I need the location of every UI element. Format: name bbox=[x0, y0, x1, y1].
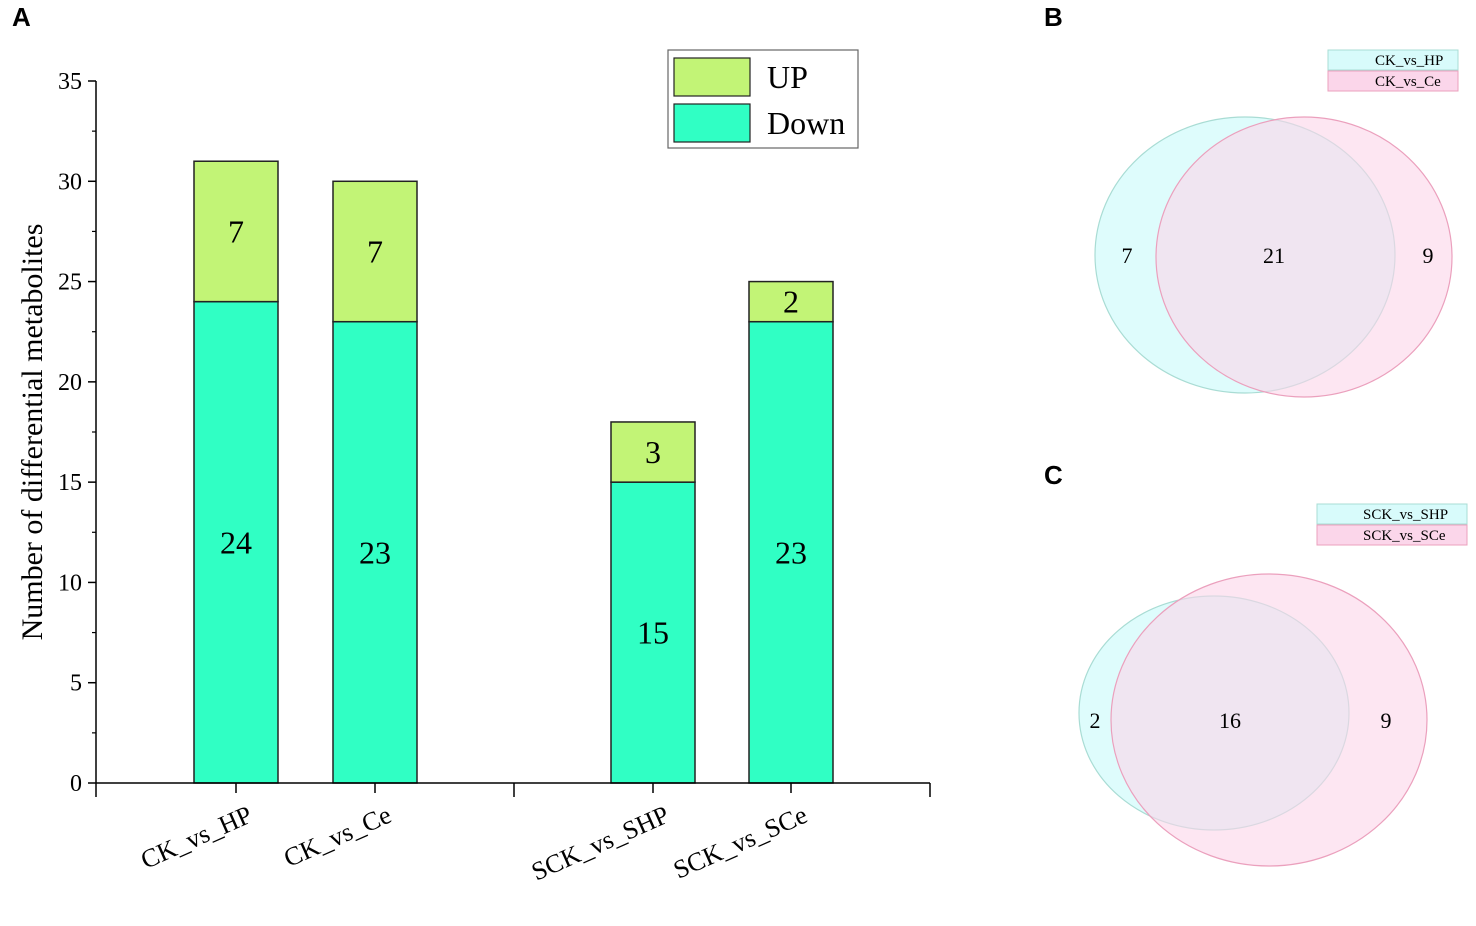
legend-label-down: Down bbox=[767, 105, 845, 141]
y-tick-label: 20 bbox=[58, 370, 82, 396]
y-tick-label: 30 bbox=[58, 169, 82, 195]
bars: 24 7 23 7 15 3 23 2 bbox=[193, 160, 834, 784]
venn-b: 7 21 9 bbox=[1094, 116, 1453, 398]
venn-b-legend-swatch-right bbox=[1327, 70, 1459, 92]
y-axis: 0 5 10 15 20 25 30 35 bbox=[58, 69, 97, 797]
venn-b-legend-right: CK_vs_Ce bbox=[1375, 74, 1441, 90]
bar-chart: Number of differential metabolites 0 5 10 1… bbox=[16, 69, 931, 886]
bar-up bbox=[193, 160, 279, 303]
legend-label-up: UP bbox=[767, 59, 808, 95]
bar-label-down: 15 bbox=[637, 615, 669, 651]
venn-c-legend-left: SCK_vs_SHP bbox=[1363, 507, 1448, 523]
bar-down bbox=[193, 300, 279, 784]
bar-up bbox=[332, 180, 418, 323]
y-tick-label: 35 bbox=[58, 69, 82, 95]
venn-c-only-left: 2 bbox=[1090, 708, 1101, 733]
venn-b-only-left: 7 bbox=[1122, 243, 1133, 268]
bar-label-down: 23 bbox=[359, 534, 391, 570]
bar-label-down: 24 bbox=[220, 524, 252, 560]
venn-c-circle-right bbox=[1110, 573, 1428, 867]
venn-c: 2 16 9 bbox=[1078, 573, 1428, 867]
venn-b-legend: CK_vs_HP CK_vs_Ce bbox=[1327, 49, 1459, 92]
venn-b-legend-swatch-left bbox=[1327, 49, 1459, 71]
bar-label-up: 7 bbox=[367, 233, 383, 269]
bar-label-up: 3 bbox=[645, 434, 661, 470]
x-tick-label: CK_vs_HP bbox=[136, 800, 256, 875]
bar-down bbox=[610, 481, 696, 784]
bar-up bbox=[748, 280, 834, 323]
bar-label-up: 7 bbox=[228, 213, 244, 249]
bar-down bbox=[748, 320, 834, 784]
x-tick-label: SCK_vs_SCe bbox=[669, 800, 811, 885]
panel-label-c: C bbox=[1044, 460, 1063, 490]
y-tick-label: 0 bbox=[70, 771, 82, 797]
y-axis-title: Number of differential metabolites bbox=[16, 224, 49, 641]
venn-b-intersection: 21 bbox=[1263, 243, 1285, 268]
legend-swatch-up bbox=[673, 57, 751, 97]
venn-c-only-right: 9 bbox=[1381, 708, 1392, 733]
x-tick-label: CK_vs_Ce bbox=[279, 800, 395, 873]
y-tick-label: 15 bbox=[58, 470, 82, 496]
x-tick-label: SCK_vs_SHP bbox=[527, 800, 673, 886]
venn-c-legend: SCK_vs_SHP SCK_vs_SCe bbox=[1316, 503, 1468, 546]
venn-c-legend-swatch-left bbox=[1316, 503, 1468, 525]
venn-b-circle-right bbox=[1155, 116, 1453, 398]
bar-up bbox=[610, 421, 696, 483]
venn-c-intersection: 16 bbox=[1219, 708, 1241, 733]
venn-c-legend-right: SCK_vs_SCe bbox=[1363, 528, 1446, 544]
y-tick-label: 5 bbox=[70, 671, 82, 697]
bar-legend: UP Down bbox=[667, 49, 859, 149]
panel-label-a: A bbox=[12, 2, 31, 32]
y-tick-label: 10 bbox=[58, 570, 82, 596]
venn-b-legend-left: CK_vs_HP bbox=[1375, 53, 1443, 69]
venn-b-only-right: 9 bbox=[1423, 243, 1434, 268]
venn-c-legend-swatch-right bbox=[1316, 524, 1468, 546]
panel-label-b: B bbox=[1044, 2, 1063, 32]
bar-label-up: 2 bbox=[783, 284, 799, 320]
legend-swatch-down bbox=[673, 103, 751, 143]
y-tick-label: 25 bbox=[58, 270, 82, 296]
bar-label-down: 23 bbox=[775, 534, 807, 570]
